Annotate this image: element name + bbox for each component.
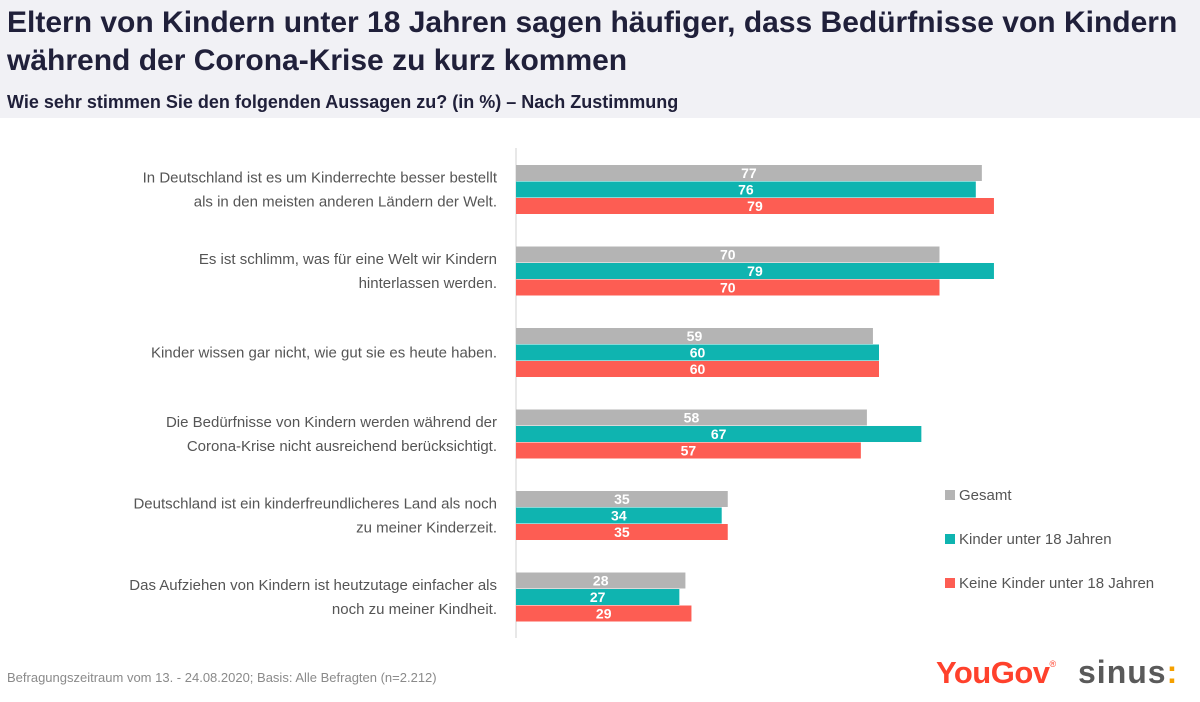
bar-keine-kinder-unter-18-jahren bbox=[516, 605, 692, 622]
data-label: 59 bbox=[687, 328, 703, 344]
bar-kinder-unter-18-jahren bbox=[516, 344, 879, 361]
header-band: Eltern von Kindern unter 18 Jahren sagen… bbox=[0, 0, 1200, 118]
data-label: 79 bbox=[747, 198, 763, 214]
category-label: als in den meisten anderen Ländern der W… bbox=[194, 194, 497, 211]
legend-label: Keine Kinder unter 18 Jahren bbox=[959, 575, 1154, 592]
bar-gesamt bbox=[516, 328, 873, 344]
bar-gesamt bbox=[516, 246, 940, 263]
bar-gesamt bbox=[516, 491, 728, 507]
bar-kinder-unter-18-jahren bbox=[516, 507, 722, 524]
data-label: 58 bbox=[684, 410, 700, 426]
footnote: Befragungszeitraum vom 13. - 24.08.2020;… bbox=[7, 670, 437, 685]
data-label: 29 bbox=[596, 606, 612, 622]
bar-kinder-unter-18-jahren bbox=[516, 589, 680, 605]
category-label: Das Aufziehen von Kindern ist heutzutage… bbox=[129, 577, 497, 594]
legend-swatch bbox=[945, 490, 955, 500]
data-label: 35 bbox=[614, 491, 630, 507]
chart-title: Eltern von Kindern unter 18 Jahren sagen… bbox=[7, 6, 1178, 77]
data-label: 57 bbox=[681, 443, 697, 459]
category-label: Die Bedürfnisse von Kindern werden währe… bbox=[166, 414, 497, 431]
data-label: 60 bbox=[690, 361, 706, 377]
bar-gesamt bbox=[516, 165, 982, 181]
category-label: Es ist schlimm, was für eine Welt wir Ki… bbox=[199, 251, 497, 268]
bar-kinder-unter-18-jahren bbox=[516, 263, 994, 279]
data-label: 27 bbox=[590, 589, 606, 605]
legend-swatch bbox=[945, 578, 955, 588]
data-label: 79 bbox=[747, 263, 763, 279]
data-label: 77 bbox=[741, 165, 757, 181]
bar-keine-kinder-unter-18-jahren bbox=[516, 198, 994, 214]
bar-keine-kinder-unter-18-jahren bbox=[516, 524, 728, 540]
bar-gesamt bbox=[516, 572, 686, 589]
bar-kinder-unter-18-jahren bbox=[516, 181, 976, 198]
data-label: 70 bbox=[720, 247, 736, 263]
legend-label: Kinder unter 18 Jahren bbox=[959, 531, 1112, 548]
data-label: 60 bbox=[690, 345, 706, 361]
bar-keine-kinder-unter-18-jahren bbox=[516, 361, 879, 377]
chart-subtitle: Wie sehr stimmen Sie den folgenden Aussa… bbox=[7, 92, 679, 112]
legend-swatch bbox=[945, 534, 955, 544]
category-label: zu meiner Kinderzeit. bbox=[356, 520, 497, 537]
data-label: 34 bbox=[611, 508, 627, 524]
legend-label: Gesamt bbox=[959, 487, 1012, 504]
category-label: Deutschland ist ein kinderfreundlicheres… bbox=[133, 496, 497, 513]
bar-kinder-unter-18-jahren bbox=[516, 426, 922, 442]
yougov-logo: YouGov® bbox=[936, 655, 1056, 690]
bar-gesamt bbox=[516, 409, 867, 426]
category-label: In Deutschland ist es um Kinderrechte be… bbox=[143, 170, 498, 187]
data-label: 67 bbox=[711, 426, 727, 442]
category-label: Corona-Krise nicht ausreichend berücksic… bbox=[187, 438, 497, 455]
data-label: 70 bbox=[720, 280, 736, 296]
category-label: Kinder wissen gar nicht, wie gut sie es … bbox=[151, 345, 497, 362]
data-label: 28 bbox=[593, 573, 609, 589]
bar-keine-kinder-unter-18-jahren bbox=[516, 442, 861, 459]
category-label: hinterlassen werden. bbox=[359, 275, 497, 292]
category-label: noch zu meiner Kindheit. bbox=[332, 601, 497, 618]
bar-keine-kinder-unter-18-jahren bbox=[516, 279, 940, 296]
sinus-logo: sinus: bbox=[1078, 654, 1179, 690]
data-label: 35 bbox=[614, 524, 630, 540]
data-label: 76 bbox=[738, 182, 754, 198]
